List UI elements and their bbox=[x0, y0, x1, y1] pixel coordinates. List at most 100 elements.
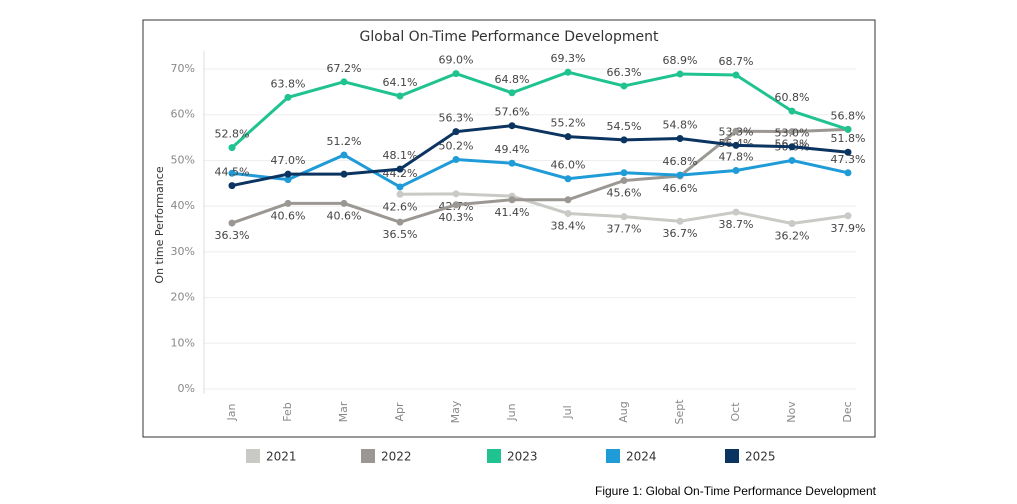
data-label: 38.4% bbox=[551, 219, 586, 232]
data-point bbox=[340, 151, 348, 159]
data-point bbox=[396, 92, 404, 100]
data-label: 53.0% bbox=[775, 127, 810, 140]
data-label: 64.8% bbox=[495, 73, 530, 86]
data-label: 50.2% bbox=[439, 140, 474, 153]
legend-label: 2023 bbox=[507, 450, 538, 464]
data-point bbox=[284, 176, 292, 184]
data-point bbox=[676, 217, 684, 225]
x-tick-label: Dec bbox=[841, 401, 854, 422]
series-line bbox=[231, 153, 849, 189]
data-point bbox=[396, 218, 404, 226]
data-point bbox=[844, 125, 852, 133]
data-label: 40.6% bbox=[327, 209, 362, 222]
data-point bbox=[396, 165, 404, 173]
data-label: 53.3% bbox=[719, 125, 754, 138]
data-point bbox=[620, 177, 628, 185]
data-label: 69.0% bbox=[439, 54, 474, 67]
series-line bbox=[230, 70, 849, 149]
data-label: 36.5% bbox=[383, 228, 418, 241]
data-point bbox=[284, 199, 292, 207]
data-label: 36.3% bbox=[215, 229, 250, 242]
data-label: 37.9% bbox=[831, 222, 866, 235]
legend-label: 2021 bbox=[266, 450, 297, 464]
y-tick-label: 0% bbox=[178, 382, 195, 395]
data-point bbox=[508, 159, 516, 167]
data-point bbox=[452, 70, 460, 78]
data-label: 56.3% bbox=[439, 112, 474, 125]
legend-label: 2022 bbox=[381, 450, 412, 464]
y-tick-label: 70% bbox=[171, 62, 195, 75]
data-label: 36.2% bbox=[775, 230, 810, 243]
data-point bbox=[732, 141, 740, 149]
data-point bbox=[732, 167, 740, 175]
data-label: 47.8% bbox=[719, 151, 754, 164]
data-point bbox=[788, 220, 796, 228]
data-point bbox=[620, 82, 628, 90]
data-label: 63.8% bbox=[271, 77, 306, 90]
x-tick-label: May bbox=[449, 400, 462, 423]
chart-title: Global On-Time Performance Development bbox=[360, 29, 659, 45]
data-label: 67.2% bbox=[327, 62, 362, 75]
data-point bbox=[732, 127, 740, 135]
y-tick-label: 10% bbox=[171, 336, 195, 349]
data-label: 60.8% bbox=[775, 91, 810, 104]
data-label: 41.4% bbox=[495, 206, 530, 219]
data-point bbox=[508, 122, 516, 130]
data-label: 47.3% bbox=[831, 153, 866, 166]
data-label: 52.8% bbox=[215, 128, 250, 141]
chart-frame bbox=[142, 19, 876, 438]
y-tick-label: 40% bbox=[171, 199, 195, 212]
data-label: 64.1% bbox=[383, 76, 418, 89]
data-label: 55.2% bbox=[551, 117, 586, 130]
data-point bbox=[564, 133, 572, 141]
data-point bbox=[676, 70, 684, 78]
x-tick-label: Jun bbox=[505, 403, 518, 421]
data-point bbox=[564, 196, 572, 204]
data-point bbox=[620, 213, 628, 221]
data-label: 46.8% bbox=[663, 155, 698, 168]
data-label: 56.8% bbox=[831, 109, 866, 122]
y-tick-label: 60% bbox=[171, 108, 195, 121]
data-label: 51.8% bbox=[831, 132, 866, 145]
data-point bbox=[396, 183, 404, 191]
data-point bbox=[676, 135, 684, 143]
data-label: 47.0% bbox=[271, 154, 306, 167]
legend-swatch bbox=[487, 449, 501, 463]
data-label: 40.3% bbox=[439, 211, 474, 224]
x-tick-label: Sept bbox=[673, 399, 686, 425]
data-point bbox=[844, 212, 852, 220]
data-point bbox=[844, 169, 852, 177]
data-point bbox=[228, 219, 236, 227]
data-label: 42.6% bbox=[383, 200, 418, 213]
data-point bbox=[564, 209, 572, 217]
data-point bbox=[340, 170, 348, 178]
data-label: 57.6% bbox=[495, 106, 530, 119]
data-label: 49.4% bbox=[495, 143, 530, 156]
data-point bbox=[844, 148, 852, 156]
x-tick-label: Feb bbox=[281, 402, 294, 421]
data-label: 54.5% bbox=[607, 120, 642, 133]
y-axis-label: On time Performance bbox=[153, 166, 166, 283]
x-tick-label: Mar bbox=[337, 401, 350, 422]
data-point bbox=[788, 143, 796, 151]
data-point bbox=[340, 199, 348, 207]
data-label: 45.6% bbox=[607, 187, 642, 200]
data-point bbox=[228, 144, 236, 152]
legend-swatch bbox=[361, 449, 375, 463]
data-point bbox=[452, 156, 460, 164]
data-label: 46.6% bbox=[663, 182, 698, 195]
data-point bbox=[620, 136, 628, 144]
x-tick-label: Jul bbox=[561, 405, 574, 419]
data-point bbox=[228, 182, 236, 190]
data-label: 46.0% bbox=[551, 159, 586, 172]
data-point bbox=[452, 201, 460, 209]
data-label: 40.6% bbox=[271, 209, 306, 222]
data-point bbox=[452, 190, 460, 198]
data-point bbox=[228, 169, 236, 177]
data-point bbox=[564, 175, 572, 183]
data-label: 54.8% bbox=[663, 119, 698, 132]
data-label: 51.2% bbox=[327, 135, 362, 148]
data-label: 68.9% bbox=[663, 54, 698, 67]
data-label: 37.7% bbox=[607, 223, 642, 236]
